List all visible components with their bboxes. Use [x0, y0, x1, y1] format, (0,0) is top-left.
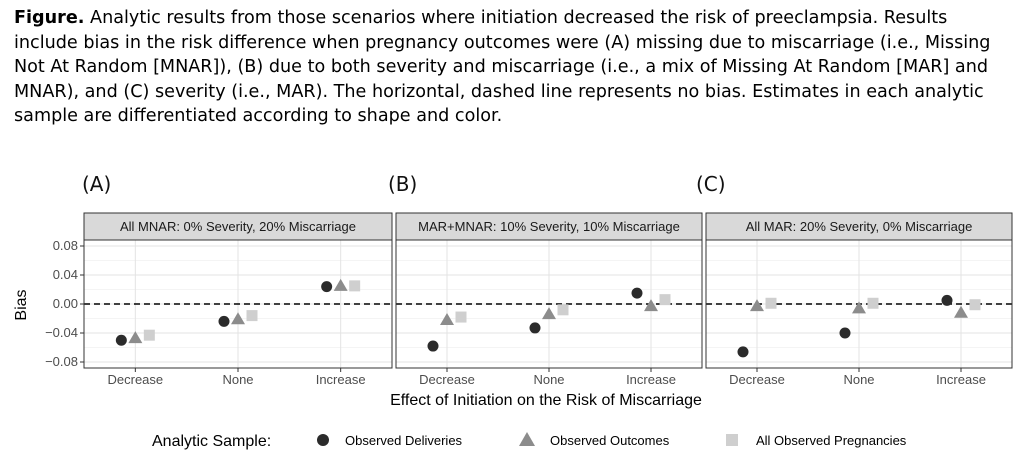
x-tick-label-0-0: Decrease — [108, 372, 164, 387]
x-tick-label-0-2: Increase — [316, 372, 366, 387]
point-square-0-2 — [349, 280, 361, 292]
facet-strip-0 — [83, 212, 393, 241]
facet-strip-label-2: All MAR: 20% Severity, 0% Miscarriage — [746, 219, 973, 234]
point-circle-0-0 — [115, 334, 127, 346]
point-circle-0-2 — [321, 281, 333, 293]
figure-caption: Figure. Analytic results from those scen… — [14, 6, 1014, 129]
facet-strip-label-0: All MNAR: 0% Severity, 20% Miscarriage — [120, 219, 356, 234]
x-tick-label-1-1: None — [533, 372, 564, 387]
facet-strip-label-1: MAR+MNAR: 10% Severity, 10% Miscarriage — [418, 219, 680, 234]
legend-title: Analytic Sample: — [152, 433, 271, 450]
y-tick-label-4: 0.08 — [53, 238, 78, 253]
point-square-0-1 — [246, 310, 258, 322]
y-tick-label-2: 0.00 — [53, 296, 78, 311]
y-tick-label-1: −0.04 — [45, 325, 78, 340]
point-triangle-1-1 — [542, 307, 556, 320]
legend-label-0: Observed Deliveries — [345, 433, 463, 448]
legend-label-2: All Observed Pregnancies — [756, 433, 907, 448]
x-tick-label-2-1: None — [843, 372, 874, 387]
legend-key-circle — [317, 434, 329, 446]
panel-tag-a: (A) — [82, 172, 112, 196]
facet-strip-2 — [705, 212, 1013, 241]
x-tick-label-1-0: Decrease — [419, 372, 475, 387]
panel-tag-b: (B) — [388, 172, 418, 196]
x-tick-label-0-1: None — [222, 372, 253, 387]
legend-key-square — [726, 434, 738, 446]
point-triangle-1-0 — [440, 312, 454, 325]
point-square-2-1 — [867, 297, 879, 309]
point-circle-2-1 — [839, 327, 851, 339]
x-tick-label-2-0: Decrease — [729, 372, 785, 387]
point-circle-0-1 — [218, 315, 230, 327]
x-axis-title: Effect of Initiation on the Risk of Misc… — [390, 392, 702, 409]
y-tick-label-0: −0.08 — [45, 354, 78, 369]
point-triangle-0-0 — [128, 331, 143, 344]
point-circle-2-0 — [737, 346, 749, 358]
point-circle-1-2 — [631, 287, 643, 299]
point-triangle-2-2 — [954, 305, 968, 318]
point-circle-2-2 — [941, 294, 953, 306]
y-tick-label-3: 0.04 — [53, 267, 78, 282]
x-tick-label-1-2: Increase — [626, 372, 676, 387]
point-square-0-0 — [143, 329, 155, 341]
point-circle-1-1 — [529, 322, 541, 334]
legend-key-triangle — [519, 432, 535, 446]
point-square-2-2 — [969, 299, 981, 311]
point-square-1-1 — [557, 304, 569, 316]
legend-label-1: Observed Outcomes — [550, 433, 670, 448]
caption-text: Analytic results from those scenarios wh… — [14, 8, 991, 126]
point-triangle-0-1 — [231, 312, 245, 325]
point-triangle-2-0 — [750, 299, 764, 312]
point-circle-1-0 — [427, 340, 439, 352]
point-triangle-0-2 — [333, 278, 348, 291]
point-triangle-2-1 — [852, 301, 866, 314]
point-square-2-0 — [765, 297, 777, 309]
y-axis-title: Bias — [13, 289, 30, 320]
panel-tag-c: (C) — [696, 172, 726, 196]
point-triangle-1-2 — [644, 299, 658, 312]
caption-label: Figure. — [14, 8, 85, 28]
point-square-1-0 — [455, 311, 467, 323]
x-tick-label-2-2: Increase — [936, 372, 986, 387]
point-square-1-2 — [659, 294, 671, 306]
